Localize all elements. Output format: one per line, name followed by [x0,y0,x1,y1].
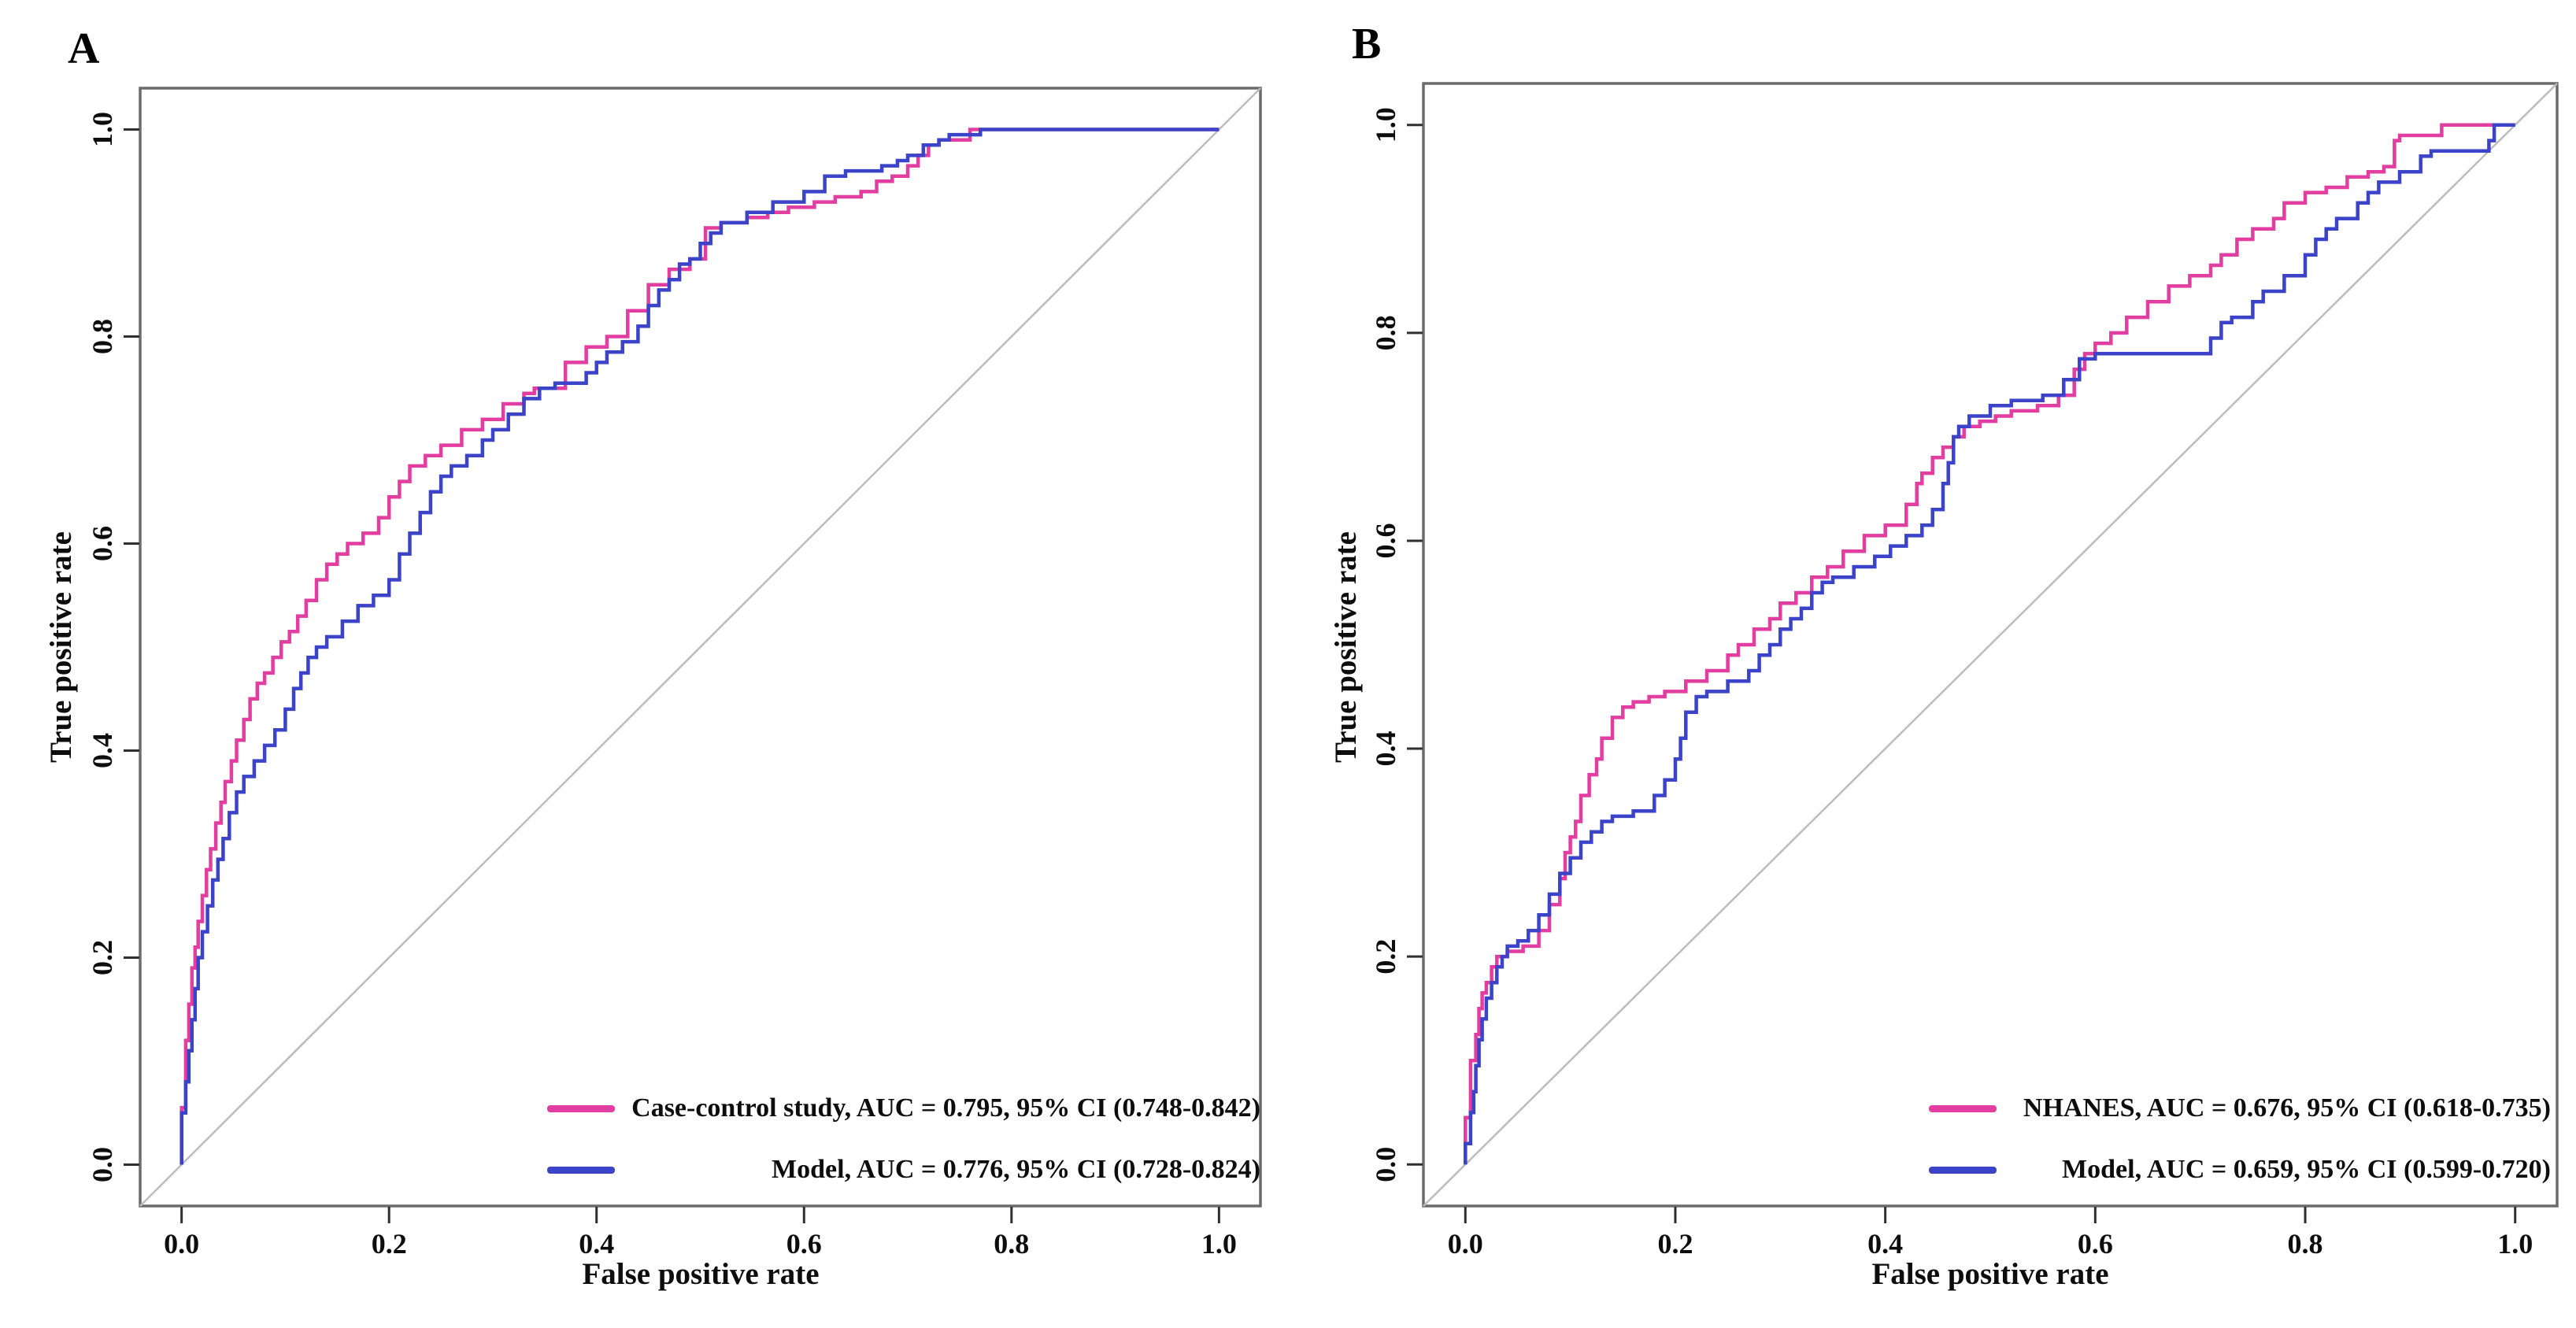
legend-line-model-a [547,1167,615,1174]
x-tick-label: 0.0 [164,1228,199,1260]
panel-a-y-axis-title: True positive rate [44,531,78,763]
y-tick-label: 0.4 [1370,731,1401,767]
x-tick-label: 0.6 [786,1228,822,1260]
x-tick-label: 0.0 [1448,1228,1483,1260]
legend-label-case-control-study: Case-control study, AUC = 0.795, 95% CI … [631,1093,1260,1123]
legend-label-model-a: Model, AUC = 0.776, 95% CI (0.728-0.824) [772,1155,1260,1184]
legend-label-nhanes: NHANES, AUC = 0.676, 95% CI (0.618-0.735… [2023,1093,2551,1123]
y-tick-label: 0.8 [87,319,118,354]
x-tick-label: 0.4 [1867,1228,1903,1260]
diagonal-reference-line [1423,83,2558,1207]
panel-b-x-axis-title: False positive rate [1871,1257,2109,1291]
legend-item: Model, AUC = 0.659, 95% CI (0.599-0.720) [1929,1149,2551,1190]
roc-curve-a-0 [180,128,1220,1165]
legend-line-case-control-study [547,1105,615,1112]
y-tick-label: 0.2 [87,940,118,975]
x-tick-label: 0.2 [372,1228,407,1260]
x-tick-label: 0.6 [2078,1228,2113,1260]
panel-a-x-axis-title: False positive rate [582,1257,820,1291]
legend-item: Model, AUC = 0.776, 95% CI (0.728-0.824) [547,1149,1260,1190]
diagonal-reference-line [139,87,1261,1207]
y-tick-label: 0.0 [1370,1147,1401,1182]
roc-curve-a-1 [180,128,1220,1165]
panel-b-y-axis-title: True positive rate [1329,531,1363,763]
legend-item: Case-control study, AUC = 0.795, 95% CI … [547,1088,1260,1129]
y-tick-label: 0.4 [87,733,118,768]
plot-frame [139,87,1262,1208]
y-tick-label: 1.0 [1370,107,1401,142]
y-tick-label: 1.0 [87,112,118,147]
y-tick-label: 0.8 [1370,315,1401,350]
y-tick-label: 0.2 [1370,939,1401,975]
x-tick-label: 0.8 [994,1228,1029,1260]
legend-label-model-b: Model, AUC = 0.659, 95% CI (0.599-0.720) [2062,1155,2551,1184]
x-tick-label: 1.0 [2497,1228,2533,1260]
legend-line-nhanes [1929,1105,1997,1112]
y-tick-label: 0.6 [87,526,118,561]
x-tick-label: 0.8 [2288,1228,2323,1260]
x-tick-label: 0.4 [579,1228,614,1260]
legend-line-model-b [1929,1167,1997,1174]
x-tick-label: 0.2 [1657,1228,1693,1260]
y-tick-label: 0.0 [87,1147,118,1182]
panel-a-letter: A [68,24,100,73]
roc-curve-b-0 [1464,123,2515,1165]
panel-b-letter: B [1352,20,1382,68]
legend-item: NHANES, AUC = 0.676, 95% CI (0.618-0.735… [1929,1088,2551,1129]
x-tick-label: 1.0 [1201,1228,1237,1260]
y-tick-label: 0.6 [1370,523,1401,558]
roc-curve-b-1 [1464,123,2515,1165]
plot-frame [1422,82,2559,1208]
